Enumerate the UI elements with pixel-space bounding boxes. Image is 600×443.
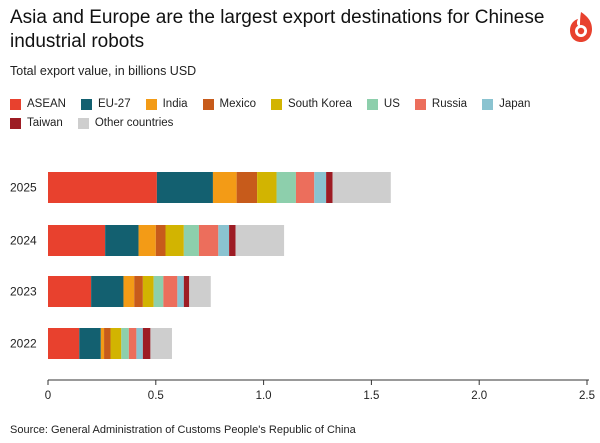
legend-swatch <box>81 98 92 110</box>
bar-segment <box>183 276 190 307</box>
legend-label: EU-27 <box>98 98 131 110</box>
bar-segment <box>163 276 178 307</box>
bar-segment <box>142 328 151 359</box>
legend-label: India <box>162 98 188 110</box>
bar-segment <box>314 172 327 203</box>
bar-segment <box>332 172 391 203</box>
legend-swatch <box>10 117 21 129</box>
legend-label: Japan <box>499 98 531 110</box>
chart-title: Asia and Europe are the largest export d… <box>10 7 545 52</box>
legend-swatch <box>270 98 282 110</box>
legend-swatch <box>366 98 378 110</box>
legend-item: Russia <box>414 96 468 112</box>
bar-segment <box>165 225 184 256</box>
bar-segment <box>121 328 129 359</box>
legend-label: US <box>383 98 400 110</box>
bar-segment <box>48 276 92 307</box>
category-label: 2024 <box>10 234 37 248</box>
legend-label: Other countries <box>94 117 174 129</box>
bar-segment <box>295 172 315 203</box>
legend-item: Other countries <box>77 115 174 131</box>
legend-item: US <box>366 96 400 112</box>
chart-subtitle: Total export value, in billions USD <box>10 64 197 78</box>
bar-segment <box>218 225 230 256</box>
legend-swatch <box>10 98 21 110</box>
legend-swatch <box>482 98 494 110</box>
bar-segment <box>153 276 164 307</box>
legend-swatch <box>414 98 426 110</box>
category-label: 2022 <box>10 337 37 351</box>
bar-segment <box>123 276 135 307</box>
bar-segment <box>104 328 111 359</box>
legend-item: EU-27 <box>81 96 131 112</box>
bar-segment <box>235 225 285 256</box>
bar-segment <box>156 172 213 203</box>
bar-segment <box>134 276 143 307</box>
legend-swatch <box>145 98 157 110</box>
bar-segment <box>79 328 101 359</box>
bar-segment <box>100 328 105 359</box>
legend-label: ASEAN <box>27 98 66 110</box>
bar-segment <box>91 276 124 307</box>
x-tick-label: 1.5 <box>363 390 379 402</box>
legend-item: Mexico <box>202 96 256 112</box>
bar-segment <box>177 276 184 307</box>
legend-item: India <box>145 96 188 112</box>
x-tick-label: 2.5 <box>579 390 595 402</box>
bar-segment <box>155 225 166 256</box>
category-label: 2023 <box>10 285 37 299</box>
bar-segment <box>229 225 236 256</box>
bar-segment <box>110 328 122 359</box>
x-tick-label: 1.0 <box>256 390 272 402</box>
bar-segment <box>198 225 219 256</box>
legend-item: ASEAN <box>10 96 66 112</box>
legend-swatch <box>77 117 89 129</box>
bar-segment <box>183 225 199 256</box>
bar-segment <box>212 172 237 203</box>
bar-segment <box>142 276 154 307</box>
bar-segment <box>276 172 296 203</box>
legend-label: South Korea <box>287 98 352 110</box>
bar-segment <box>48 172 157 203</box>
bar-segment <box>105 225 139 256</box>
legend-swatch <box>202 98 214 110</box>
stacked-bar-chart: 2025 2024 2023 2022 0 0.5 1.0 1.5 2.0 2.5 <box>10 172 595 402</box>
legend-item: South Korea <box>270 96 352 112</box>
bar-segment <box>189 276 211 307</box>
bar-segment <box>128 328 137 359</box>
x-tick-label: 0.5 <box>148 390 164 402</box>
bar-segment <box>138 225 156 256</box>
legend-label: Russia <box>431 98 468 110</box>
bar-segment <box>48 225 106 256</box>
bar-segment <box>326 172 333 203</box>
brand-logo-icon <box>570 12 592 42</box>
bar-segment <box>48 328 80 359</box>
legend-label: Mexico <box>219 98 256 110</box>
category-label: 2025 <box>10 181 37 195</box>
bar-segment <box>236 172 258 203</box>
chart-source: Source: General Administration of Custom… <box>10 424 356 436</box>
x-tick-label: 2.0 <box>471 390 487 402</box>
legend-item: Japan <box>482 96 530 112</box>
x-tick-label: 0 <box>45 390 51 402</box>
bar-segment <box>136 328 143 359</box>
bar-segment <box>257 172 277 203</box>
legend-label: Taiwan <box>27 117 63 129</box>
bar-segment <box>150 328 172 359</box>
chart-legend: ASEAN EU-27 India Mexico South Korea US Russia… <box>10 96 590 131</box>
legend-item: Taiwan <box>10 115 63 131</box>
